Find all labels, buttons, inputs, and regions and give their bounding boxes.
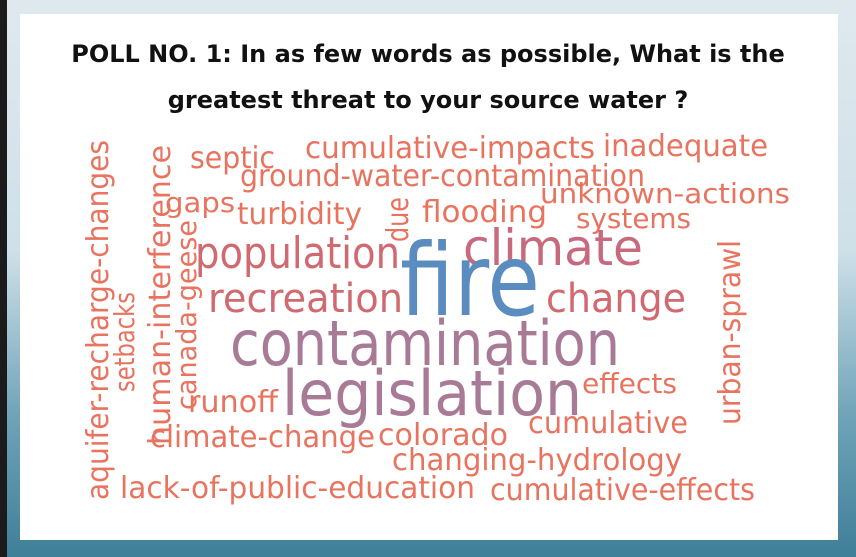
cloud-word: effects <box>582 367 677 400</box>
cloud-word: urban-sprawl <box>713 240 748 425</box>
cloud-word: cumulative <box>528 406 688 441</box>
poll-title: greatest threat to your source water ? <box>168 86 689 114</box>
cloud-word: cumulative-effects <box>490 473 755 508</box>
poll-slide: POLL NO. 1: In as few words as possible,… <box>0 0 856 557</box>
cloud-word: canada-geese <box>170 220 203 410</box>
page: POLL NO. 1: In as few words as possible,… <box>0 0 856 557</box>
poll-title: POLL NO. 1: In as few words as possible,… <box>71 40 785 68</box>
cloud-word: climate-change <box>150 420 375 455</box>
cloud-word: lack-of-public-education <box>120 471 475 506</box>
cloud-word: setbacks <box>108 292 141 392</box>
cloud-word: population <box>195 228 400 279</box>
cloud-word: turbidity <box>237 197 362 232</box>
